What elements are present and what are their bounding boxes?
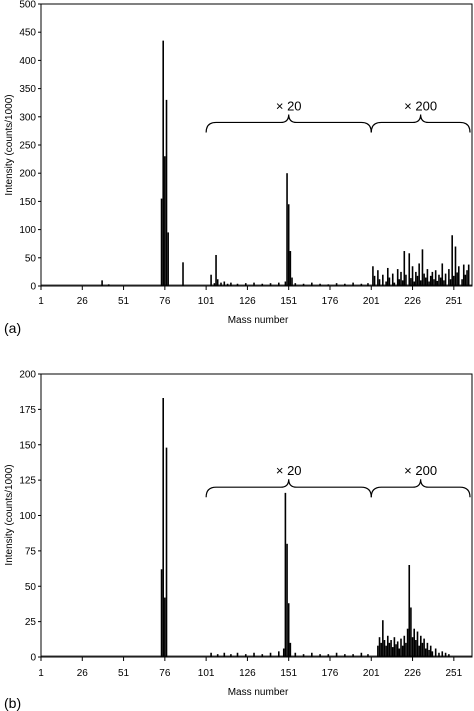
x-tick-label-b: 101 [198, 668, 215, 679]
x-tick-label-b: 76 [159, 668, 171, 679]
annotation-brace-b [370, 479, 471, 498]
annotation-brace-a [370, 114, 471, 133]
x-tick-label-b: 201 [363, 668, 380, 679]
annotation-label-a: × 20 [276, 98, 302, 113]
y-tick-label-b: 75 [25, 546, 37, 557]
y-tick-label-a: 400 [19, 56, 36, 67]
y-tick-label-b: 125 [19, 476, 36, 487]
x-tick-label-a: 151 [280, 296, 297, 307]
x-tick-label-b: 151 [280, 668, 297, 679]
x-axis-label-a: Mass number [228, 315, 289, 326]
annotation-label-a: × 200 [404, 98, 437, 113]
y-tick-label-b: 150 [19, 440, 36, 451]
annotation-brace-a [205, 114, 372, 133]
plot-frame-b [40, 373, 473, 658]
x-tick-label-b: 226 [404, 668, 421, 679]
x-axis-label-b: Mass number [228, 687, 289, 698]
y-tick-label-b: 0 [30, 653, 36, 664]
x-tick-label-a: 76 [159, 296, 171, 307]
annotation-brace-b [205, 479, 372, 498]
annotation-label-b: × 20 [276, 463, 302, 478]
x-tick-label-b: 26 [77, 668, 89, 679]
y-tick-label-a: 500 [19, 0, 36, 11]
y-tick-label-a: 50 [25, 253, 37, 264]
y-tick-label-a: 0 [30, 282, 36, 293]
x-tick-label-a: 201 [363, 296, 380, 307]
panel-label-b: (b) [4, 695, 21, 711]
x-tick-label-b: 176 [322, 668, 339, 679]
y-tick-label-a: 450 [19, 28, 36, 39]
x-tick-label-a: 176 [322, 296, 339, 307]
x-tick-label-a: 26 [77, 296, 89, 307]
x-tick-label-a: 226 [404, 296, 421, 307]
x-tick-label-a: 251 [445, 296, 462, 307]
y-tick-label-a: 100 [19, 225, 36, 236]
y-tick-label-a: 250 [19, 141, 36, 152]
y-tick-label-a: 300 [19, 112, 36, 123]
x-tick-label-a: 101 [198, 296, 215, 307]
y-tick-label-a: 150 [19, 197, 36, 208]
y-tick-label-a: 200 [19, 169, 36, 180]
x-tick-label-b: 1 [38, 668, 44, 679]
x-tick-label-b: 251 [445, 668, 462, 679]
y-tick-label-b: 175 [19, 405, 36, 416]
x-tick-label-a: 51 [118, 296, 130, 307]
x-tick-label-b: 126 [239, 668, 256, 679]
y-tick-label-b: 200 [19, 370, 36, 381]
y-tick-label-b: 50 [25, 582, 37, 593]
x-tick-label-a: 1 [38, 296, 44, 307]
y-axis-label-b: Intensity (counts/1000) [4, 464, 15, 565]
y-tick-label-b: 25 [25, 617, 37, 628]
y-axis-label-a: Intensity (counts/1000) [4, 94, 15, 195]
panel-label-a: (a) [4, 320, 21, 336]
annotation-label-b: × 200 [404, 463, 437, 478]
plot-frame-a [40, 3, 473, 287]
y-tick-label-a: 350 [19, 84, 36, 95]
x-tick-label-a: 126 [239, 296, 256, 307]
y-tick-label-b: 100 [19, 511, 36, 522]
x-tick-label-b: 51 [118, 668, 130, 679]
